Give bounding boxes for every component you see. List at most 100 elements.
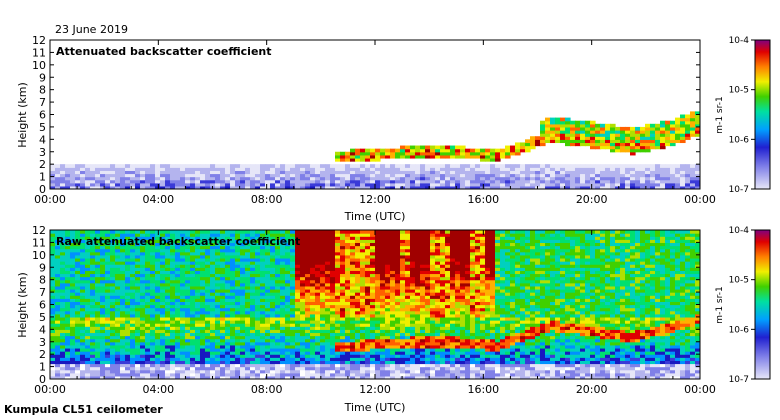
heatmap-cell (250, 242, 256, 247)
heatmap-cell (240, 344, 246, 349)
heatmap-cell (135, 310, 141, 315)
heatmap-cell (415, 145, 421, 150)
y-axis-label: Height (km) (16, 82, 29, 148)
heatmap-cell (80, 276, 86, 281)
heatmap-cell (660, 185, 666, 189)
heatmap-cell (325, 257, 331, 262)
heatmap-cell (360, 304, 366, 309)
heatmap-cell (220, 251, 226, 256)
heatmap-cell (245, 320, 251, 324)
heatmap-cell (85, 185, 91, 189)
heatmap-cell (165, 351, 171, 355)
heatmap-cell (90, 173, 96, 178)
heatmap-cell (645, 139, 651, 144)
heatmap-cell (360, 295, 366, 299)
heatmap-cell (250, 285, 256, 290)
heatmap-cell (360, 372, 366, 377)
heatmap-cell (225, 176, 231, 181)
heatmap-cell (130, 351, 136, 355)
heatmap-cell (290, 375, 296, 379)
heatmap-cell (375, 164, 381, 168)
heatmap-cell (295, 173, 301, 178)
heatmap-cell (385, 344, 391, 349)
heatmap-cell (545, 117, 551, 122)
heatmap-cell (160, 335, 166, 340)
heatmap-cell (115, 307, 121, 312)
heatmap-cell (80, 329, 86, 334)
heatmap-cell (175, 320, 181, 324)
heatmap-cell (245, 251, 251, 256)
heatmap-cell (200, 236, 206, 240)
heatmap-cell (260, 357, 266, 361)
heatmap-cell (280, 173, 286, 178)
heatmap-cell (375, 257, 381, 262)
heatmap-cell (375, 295, 381, 299)
heatmap-cell (390, 316, 396, 321)
heatmap-cell (60, 239, 66, 244)
heatmap-cell (125, 357, 131, 361)
heatmap-cell (230, 233, 236, 237)
heatmap-cell (240, 179, 246, 184)
heatmap-cell (265, 182, 271, 187)
heatmap-cell (145, 270, 151, 275)
heatmap-cell (655, 126, 661, 131)
heatmap-cell (300, 307, 306, 312)
heatmap-cell (610, 136, 616, 140)
heatmap-cell (120, 164, 126, 168)
heatmap-cell (205, 338, 211, 343)
heatmap-cell (640, 139, 646, 144)
heatmap-cell (80, 372, 86, 377)
heatmap-cell (200, 285, 206, 290)
heatmap-cell (655, 173, 661, 178)
heatmap-cell (405, 285, 411, 290)
heatmap-cell (405, 320, 411, 324)
heatmap-cell (50, 164, 56, 168)
heatmap-cell (390, 338, 396, 343)
heatmap-cell (305, 313, 311, 318)
heatmap-cell (195, 264, 201, 268)
heatmap-cell (335, 292, 341, 296)
heatmap-cell (90, 261, 96, 265)
heatmap-cell (185, 267, 191, 271)
heatmap-cell (235, 288, 241, 293)
heatmap-cell (250, 261, 256, 265)
heatmap-cell (355, 170, 361, 175)
heatmap-cell (55, 282, 61, 287)
heatmap-cell (580, 176, 586, 181)
heatmap-cell (110, 282, 116, 287)
heatmap-cell (100, 279, 106, 284)
heatmap-cell (690, 173, 696, 178)
heatmap-cell (235, 320, 241, 324)
heatmap-cell (105, 261, 111, 265)
heatmap-cell (390, 288, 396, 293)
heatmap-cell (240, 185, 246, 189)
heatmap-cell (345, 313, 351, 318)
heatmap-cell (600, 179, 606, 184)
heatmap-cell (220, 230, 226, 234)
heatmap-cell (290, 230, 296, 234)
heatmap-cell (295, 285, 301, 290)
heatmap-cell (230, 248, 236, 253)
heatmap-cell (405, 357, 411, 361)
heatmap-cell (310, 329, 316, 334)
heatmap-cell (175, 279, 181, 284)
heatmap-cell (260, 344, 266, 349)
heatmap-cell (245, 182, 251, 187)
heatmap-cell (190, 239, 196, 244)
heatmap-cell (615, 136, 621, 140)
heatmap-cell (490, 176, 496, 181)
heatmap-cell (220, 360, 226, 365)
heatmap-cell (60, 338, 66, 343)
heatmap-cell (570, 133, 576, 137)
heatmap-cell (190, 292, 196, 296)
heatmap-cell (125, 341, 131, 346)
heatmap-cell (405, 154, 411, 159)
heatmap-cell (160, 363, 166, 368)
heatmap-cell (120, 316, 126, 321)
heatmap-cell (320, 242, 326, 247)
heatmap-cell (120, 236, 126, 240)
heatmap-cell (260, 245, 266, 250)
heatmap-cell (65, 179, 71, 184)
heatmap-cell (295, 170, 301, 175)
heatmap-cell (555, 136, 561, 140)
